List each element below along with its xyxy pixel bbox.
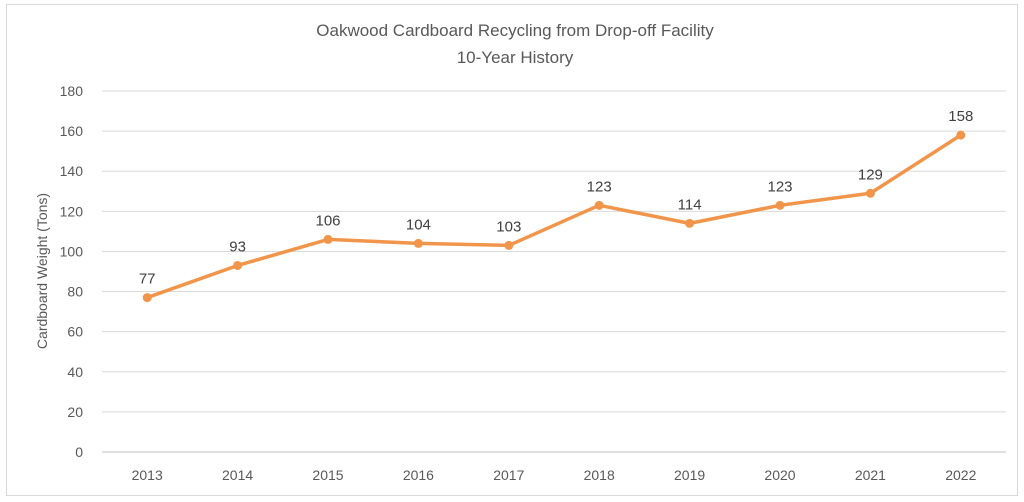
x-tick-label: 2015: [312, 467, 343, 483]
x-tick-label: 2021: [855, 467, 886, 483]
data-label: 158: [948, 108, 973, 125]
x-tick-label: 2019: [674, 467, 705, 483]
data-label: 106: [315, 212, 340, 229]
chart-title: Oakwood Cardboard Recycling from Drop-of…: [316, 21, 714, 40]
x-tick-label: 2020: [764, 467, 795, 483]
y-tick-label: 140: [60, 163, 84, 179]
x-tick-label: 2017: [493, 467, 524, 483]
gridlines: [102, 90, 1006, 453]
y-tick-label: 180: [60, 83, 84, 99]
y-tick-label: 160: [60, 123, 84, 139]
chart-subtitle: 10-Year History: [457, 48, 574, 67]
data-point: [775, 200, 785, 210]
data-point: [323, 234, 333, 244]
data-point: [594, 200, 604, 210]
data-point: [956, 130, 966, 140]
y-axis-ticks: 0 20 40 60 80 100 120 140 160 180: [60, 83, 84, 460]
data-point: [233, 260, 243, 270]
y-tick-label: 120: [60, 203, 84, 219]
y-axis-label: Cardboard Weight (Tons): [34, 193, 50, 349]
y-tick-label: 40: [67, 364, 83, 380]
data-point: [413, 238, 423, 248]
x-tick-label: 2013: [132, 467, 163, 483]
data-label: 114: [678, 196, 702, 213]
data-label: 129: [858, 166, 883, 183]
x-tick-label: 2018: [584, 467, 615, 483]
series-group: 77 93 106 104 103 123 114 123 129 158: [139, 108, 973, 303]
x-tick-label: 2022: [945, 467, 976, 483]
x-tick-label: 2016: [403, 467, 434, 483]
series-line: [145, 133, 963, 300]
data-point: [685, 218, 695, 228]
y-tick-label: 20: [67, 404, 83, 420]
data-point: [142, 293, 152, 303]
data-label: 103: [496, 218, 521, 235]
data-label: 77: [139, 271, 156, 288]
chart-frame: [6, 4, 1018, 496]
y-tick-label: 0: [75, 444, 83, 460]
x-axis-ticks: 2013 2014 2015 2016 2017 2018 2019 2020 2021 2022: [132, 467, 977, 483]
y-tick-label: 100: [60, 243, 84, 259]
data-label: 123: [587, 178, 612, 195]
y-tick-label: 80: [67, 284, 83, 300]
y-tick-label: 60: [67, 324, 83, 340]
data-label: 104: [406, 216, 431, 233]
data-label: 93: [229, 238, 246, 255]
data-label: 123: [767, 178, 792, 195]
data-point: [865, 188, 875, 198]
x-tick-label: 2014: [222, 467, 253, 483]
data-point: [504, 240, 514, 250]
